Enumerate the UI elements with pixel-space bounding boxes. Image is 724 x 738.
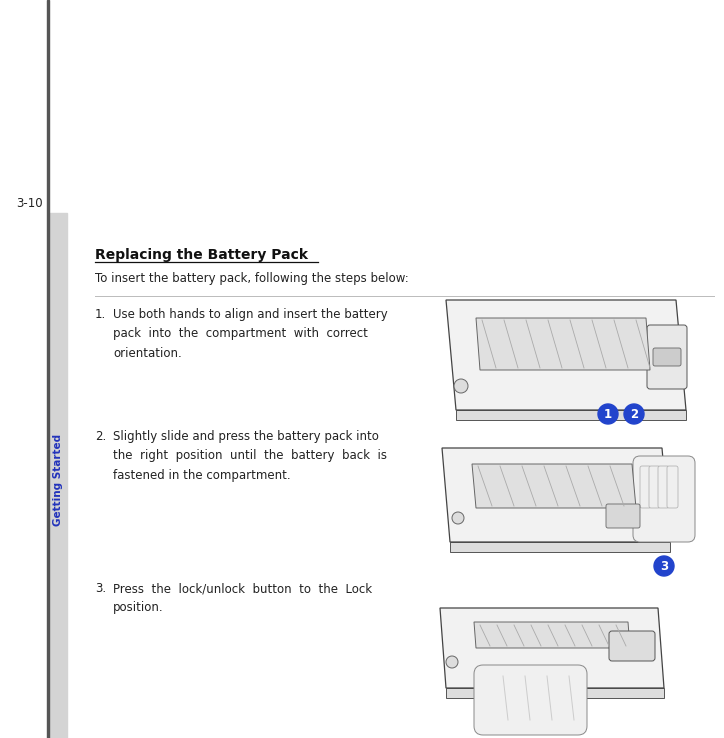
Circle shape (654, 556, 674, 576)
Polygon shape (456, 410, 686, 420)
FancyBboxPatch shape (647, 325, 687, 389)
FancyBboxPatch shape (606, 504, 640, 528)
Circle shape (446, 656, 458, 668)
Circle shape (624, 404, 644, 424)
Polygon shape (446, 300, 686, 410)
Polygon shape (442, 448, 670, 542)
FancyBboxPatch shape (640, 466, 651, 508)
Text: Getting Started: Getting Started (53, 434, 63, 526)
FancyBboxPatch shape (653, 348, 681, 366)
Text: To insert the battery pack, following the steps below:: To insert the battery pack, following th… (95, 272, 409, 285)
Text: 3: 3 (660, 559, 668, 573)
Text: Use both hands to align and insert the battery
pack  into  the  compartment  wit: Use both hands to align and insert the b… (113, 308, 388, 360)
Polygon shape (450, 542, 670, 552)
FancyBboxPatch shape (609, 631, 655, 661)
Polygon shape (440, 608, 664, 688)
Bar (49, 213, 67, 738)
FancyBboxPatch shape (667, 466, 678, 508)
Polygon shape (474, 622, 630, 648)
Text: Replacing the Battery Pack: Replacing the Battery Pack (95, 248, 308, 262)
FancyBboxPatch shape (633, 456, 695, 542)
Bar (47, 0, 49, 738)
Polygon shape (472, 464, 636, 508)
FancyBboxPatch shape (474, 665, 587, 735)
Circle shape (452, 512, 464, 524)
Text: Press  the  lock/unlock  button  to  the  Lock
position.: Press the lock/unlock button to the Lock… (113, 582, 372, 615)
Text: 1.: 1. (95, 308, 106, 321)
FancyBboxPatch shape (658, 466, 669, 508)
Text: 1: 1 (604, 407, 612, 421)
Text: 2: 2 (630, 407, 638, 421)
Text: Slightly slide and press the battery pack into
the  right  position  until  the : Slightly slide and press the battery pac… (113, 430, 387, 482)
Text: 3-10: 3-10 (17, 197, 43, 210)
Polygon shape (446, 688, 664, 698)
Circle shape (598, 404, 618, 424)
Text: 2.: 2. (95, 430, 106, 443)
Circle shape (454, 379, 468, 393)
FancyBboxPatch shape (649, 466, 660, 508)
Polygon shape (476, 318, 650, 370)
Text: 3.: 3. (95, 582, 106, 595)
